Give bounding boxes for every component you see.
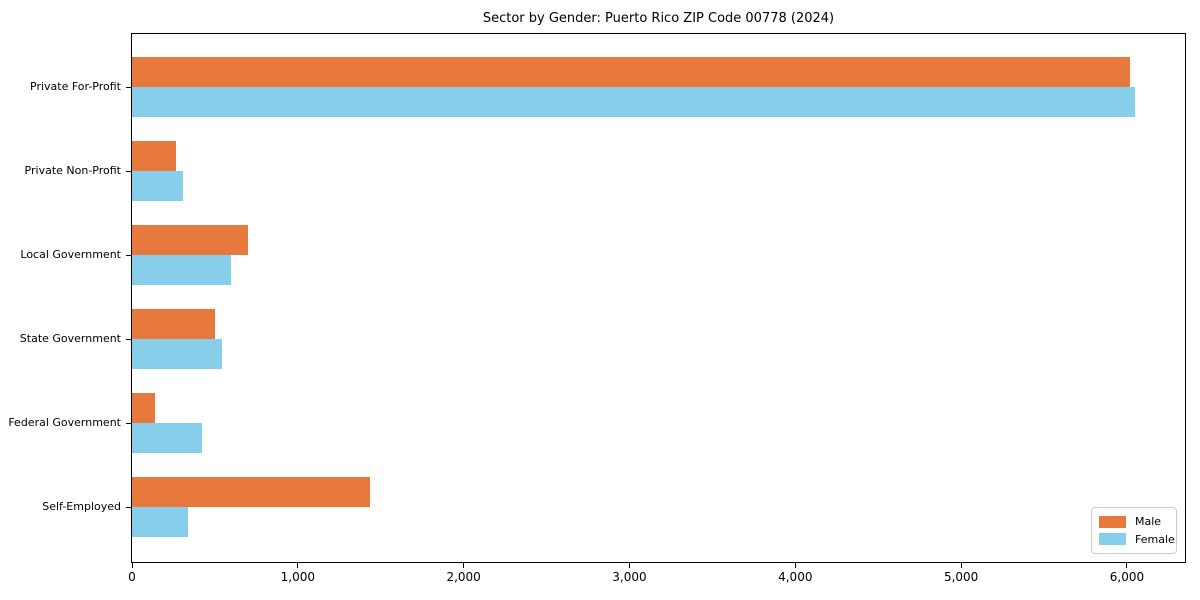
- x-tickmark: [628, 563, 630, 568]
- x-tick-label: 0: [128, 570, 136, 584]
- legend-label-male: Male: [1135, 515, 1162, 529]
- x-tick-label: 5,000: [943, 570, 979, 584]
- bar-male-federal-government: [132, 393, 156, 423]
- legend: Male Female: [1091, 507, 1177, 554]
- y-tick-label: Federal Government: [8, 416, 121, 429]
- x-tickmark: [1126, 563, 1128, 568]
- bar-male-state-government: [132, 309, 215, 339]
- y-tick-label: State Government: [19, 332, 121, 345]
- bar-female-state-government: [132, 339, 223, 369]
- bar-female-local-government: [132, 255, 231, 285]
- bar-female-self-employed: [132, 507, 189, 537]
- x-tick-label: 1,000: [280, 570, 315, 584]
- bar-female-private-for-profit: [132, 87, 1136, 117]
- legend-entry-male: Male: [1099, 515, 1169, 528]
- legend-label-female: Female: [1135, 532, 1175, 546]
- y-tick-label: Self-Employed: [42, 500, 121, 513]
- x-tickmark: [463, 563, 465, 568]
- y-tick-label: Private For-Profit: [30, 80, 121, 93]
- bar-male-private-non-profit: [132, 141, 176, 171]
- bar-male-private-for-profit: [132, 57, 1131, 87]
- x-tickmark: [131, 563, 133, 568]
- bar-male-self-employed: [132, 477, 370, 507]
- y-tickmark: [126, 339, 131, 340]
- female-legend-swatch: [1099, 533, 1126, 546]
- bar-female-private-non-profit: [132, 171, 184, 201]
- x-tickmark: [794, 563, 796, 568]
- legend-entry-female: Female: [1099, 533, 1175, 546]
- x-tickmark: [297, 563, 299, 568]
- y-tickmark: [126, 87, 131, 88]
- x-tick-label: 2,000: [446, 570, 481, 584]
- y-tickmark: [126, 171, 131, 172]
- y-tickmark: [126, 507, 131, 508]
- bar-female-federal-government: [132, 423, 203, 453]
- chart-title: Sector by Gender: Puerto Rico ZIP Code 0…: [482, 11, 835, 26]
- x-tick-label: 4,000: [778, 570, 813, 584]
- x-tickmark: [960, 563, 962, 568]
- y-tick-label: Local Government: [20, 248, 121, 261]
- bar-male-local-government: [132, 225, 249, 255]
- x-tick-label: 3,000: [612, 570, 647, 584]
- male-legend-swatch: [1099, 515, 1126, 528]
- y-tick-label: Private Non-Profit: [24, 164, 121, 177]
- plot-area: [131, 33, 1186, 563]
- y-tickmark: [126, 423, 131, 424]
- x-tick-label: 6,000: [1109, 570, 1145, 584]
- y-tickmark: [126, 255, 131, 256]
